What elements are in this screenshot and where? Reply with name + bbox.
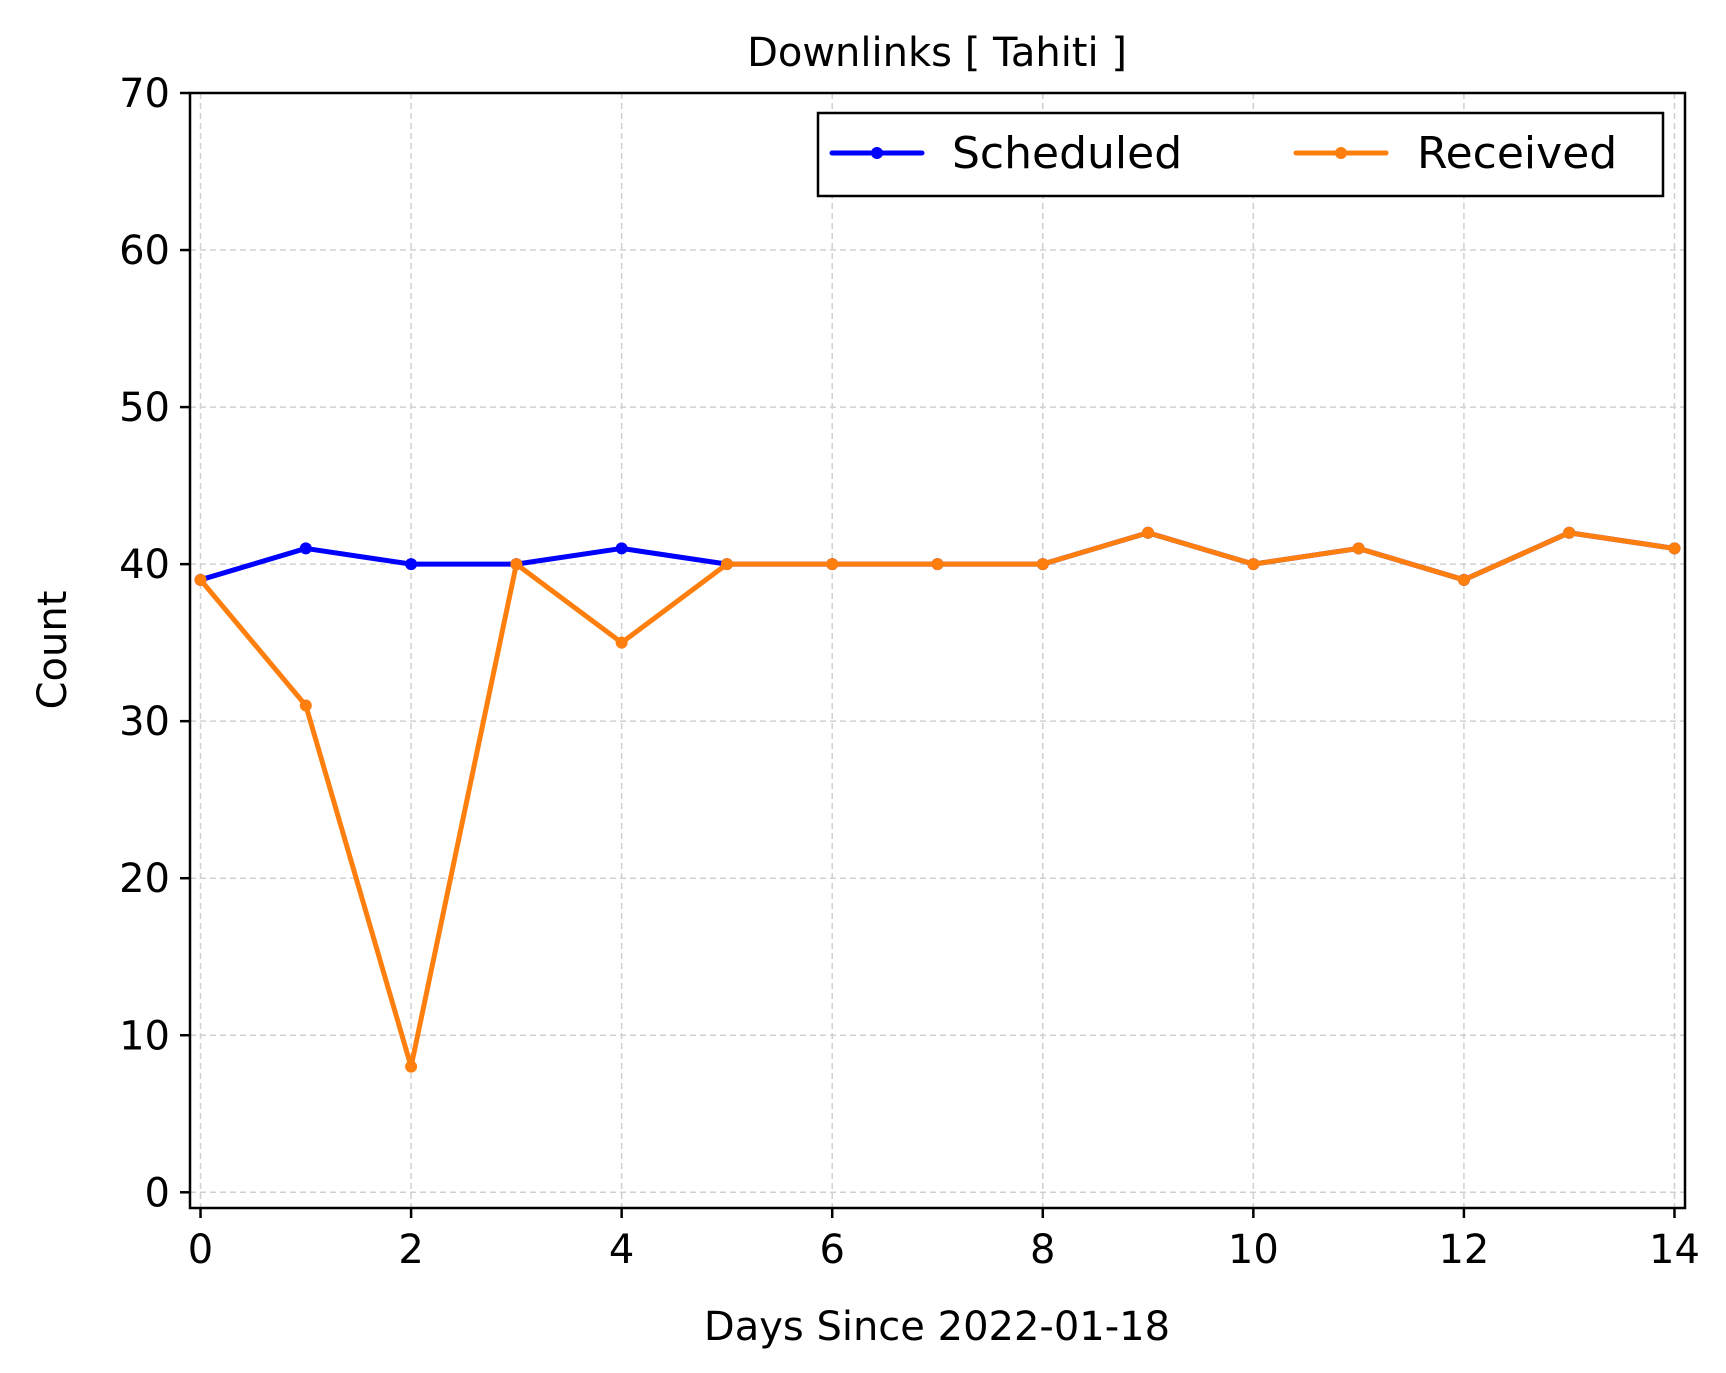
- data-point-received: [720, 558, 733, 571]
- chart-title: Downlinks [ Tahiti ]: [747, 30, 1127, 76]
- y-tick-label: 20: [119, 856, 170, 902]
- data-point-received: [1036, 558, 1049, 571]
- y-tick-label: 60: [119, 228, 170, 274]
- x-tick-label: 10: [1228, 1227, 1279, 1273]
- x-tick-label: 4: [609, 1227, 634, 1273]
- y-tick-label: 0: [145, 1170, 170, 1216]
- legend-marker-scheduled: [871, 147, 883, 159]
- data-point-received: [510, 558, 523, 571]
- data-point-received: [405, 1060, 418, 1073]
- legend-label-scheduled: Scheduled: [952, 128, 1182, 179]
- y-tick-label: 30: [119, 699, 170, 745]
- x-tick-label: 0: [188, 1227, 213, 1273]
- data-point-scheduled: [405, 558, 418, 571]
- legend-marker-received: [1335, 147, 1347, 159]
- data-point-received: [299, 699, 312, 712]
- series-line-received: [198, 530, 1675, 1070]
- x-tick-label: 8: [1030, 1227, 1055, 1273]
- data-point-received: [1563, 526, 1576, 539]
- data-point-received: [931, 558, 944, 571]
- plot-frame: [188, 91, 1687, 1210]
- y-tick-label: 50: [119, 385, 170, 431]
- data-point-received: [826, 558, 839, 571]
- x-axis-label: Days Since 2022-01-18: [704, 1304, 1170, 1350]
- legend-label-received: Received: [1417, 128, 1617, 179]
- y-tick-label: 40: [119, 542, 170, 588]
- data-point-received: [1352, 542, 1365, 555]
- data-point-received: [1457, 573, 1470, 586]
- data-point-received: [1142, 526, 1155, 539]
- data-point-received: [194, 573, 207, 586]
- data-point-scheduled: [615, 542, 628, 555]
- series-line-scheduled: [199, 530, 1675, 583]
- plot-series: [194, 526, 1681, 1073]
- data-point-received: [615, 636, 628, 649]
- data-point-scheduled: [299, 542, 312, 555]
- legend-box: [816, 111, 1665, 198]
- axis-ticks: 0 2 4 6 8 10 12 14 0 10 20 30 40 50 60 70: [119, 71, 1700, 1273]
- y-tick-label: 10: [119, 1013, 170, 1059]
- x-tick-label: 12: [1438, 1227, 1489, 1273]
- y-tick-label: 70: [119, 71, 170, 117]
- x-tick-label: 6: [819, 1227, 844, 1273]
- data-point-received: [1247, 558, 1260, 571]
- data-point-received: [1668, 542, 1681, 555]
- x-tick-label: 2: [398, 1227, 423, 1273]
- y-axis-label: Count: [30, 591, 76, 710]
- x-tick-label: 14: [1649, 1227, 1700, 1273]
- legend: Scheduled Received: [816, 111, 1665, 198]
